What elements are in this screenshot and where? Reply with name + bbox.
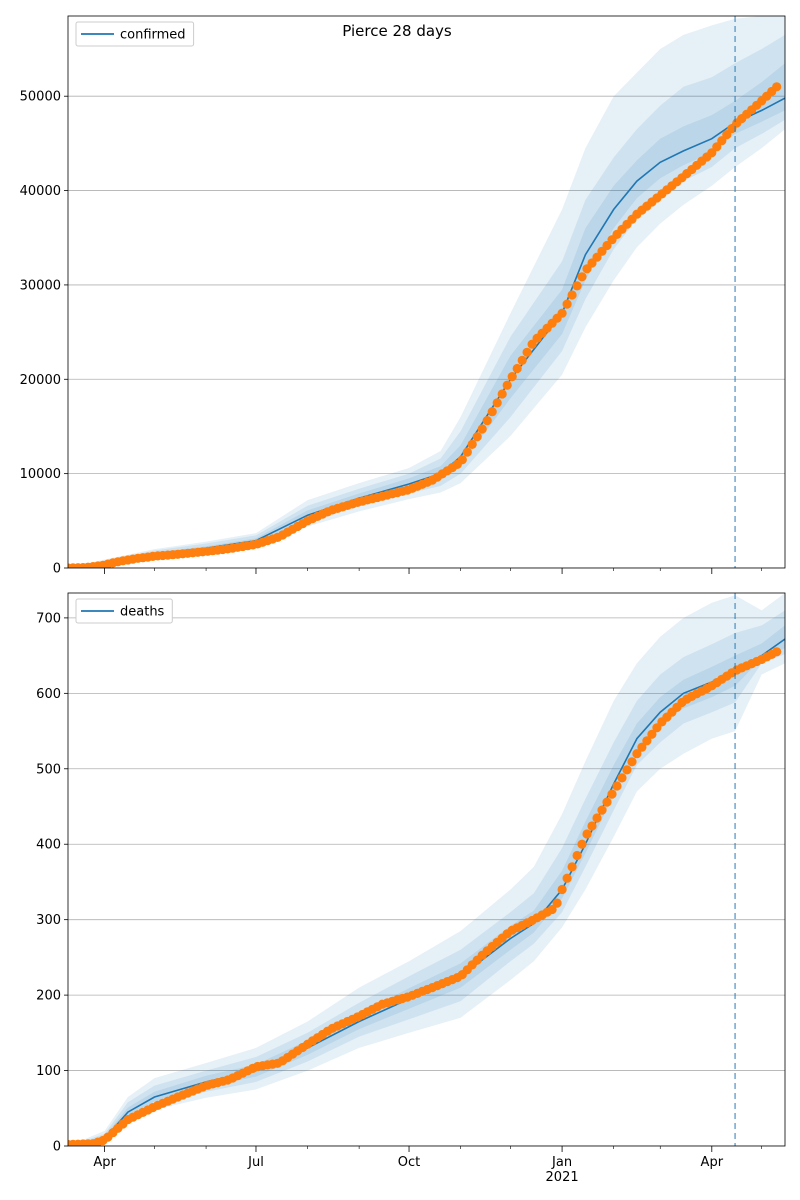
plot-frame <box>67 15 786 569</box>
y-tick-label: 400 <box>36 838 61 853</box>
observed-point <box>477 424 487 434</box>
uncertainty-band-3 <box>68 625 785 1146</box>
observed-point <box>502 380 512 390</box>
y-tick-label: 300 <box>36 913 61 928</box>
confirmed-plot-area <box>68 16 785 568</box>
x-tick-label: Apr <box>93 1155 116 1170</box>
observed-point <box>462 447 472 457</box>
observed-point <box>637 742 647 752</box>
observed-point <box>567 862 577 872</box>
observed-point <box>482 416 492 426</box>
y-tick-label: 0 <box>53 1140 61 1155</box>
confirmed-legend: confirmed <box>75 21 195 47</box>
observed-point <box>592 813 602 823</box>
observed-point <box>517 355 527 365</box>
observed-point <box>772 647 782 657</box>
legend-label-confirmed: confirmed <box>120 28 186 43</box>
observed-point <box>492 398 502 408</box>
x-tick-year-label: 2021 <box>546 1170 579 1185</box>
observed-point <box>772 82 782 92</box>
y-tick-label: 700 <box>36 611 61 626</box>
observed-point <box>522 347 532 357</box>
observed-point <box>607 789 617 799</box>
legend-label-deaths: deaths <box>120 605 165 620</box>
observed-point <box>567 290 577 300</box>
x-tick-label: Oct <box>398 1155 420 1170</box>
observed-point <box>612 781 622 791</box>
observed-point <box>577 839 587 849</box>
observed-point <box>622 765 632 775</box>
deaths-legend: deaths <box>75 598 173 624</box>
uncertainty-band-2 <box>68 610 785 1146</box>
observed-point <box>562 873 572 883</box>
observed-point <box>457 455 467 465</box>
y-tick-label: 20000 <box>20 373 61 388</box>
y-tick-label: 500 <box>36 762 61 777</box>
observed-point <box>512 363 522 374</box>
observed-point <box>557 884 567 895</box>
confirmed-y-axis: 0 10000 20000 30000 40000 50000 <box>20 90 68 577</box>
y-tick-label: 600 <box>36 687 61 702</box>
deaths-y-axis: 0 100 200 300 400 500 600 700 <box>36 611 68 1155</box>
observed-point <box>712 142 722 152</box>
observed-point <box>632 749 642 759</box>
y-tick-label: 30000 <box>20 278 61 293</box>
observed-point <box>552 898 562 908</box>
confirmed-x-axis <box>104 568 763 574</box>
y-tick-label: 0 <box>53 562 61 577</box>
y-tick-label: 100 <box>36 1064 61 1079</box>
observed-point <box>472 432 482 442</box>
observed-point <box>647 729 657 739</box>
observed-point <box>597 805 607 815</box>
observed-point <box>487 407 497 417</box>
observed-point <box>627 757 637 767</box>
figure-title: Pierce 28 days <box>342 22 452 40</box>
y-tick-label: 50000 <box>20 90 61 105</box>
observed-point <box>572 281 582 291</box>
observed-point <box>587 821 597 831</box>
observed-point <box>572 850 582 861</box>
x-tick-label: Jul <box>247 1155 264 1170</box>
observed-point <box>577 272 587 282</box>
observed-point <box>582 829 592 839</box>
y-tick-label: 10000 <box>20 467 61 482</box>
observed-point <box>557 308 567 318</box>
model-line <box>68 638 785 1146</box>
uncertainty-band-1 <box>68 16 785 568</box>
y-tick-label: 200 <box>36 989 61 1004</box>
observed-point <box>602 797 612 807</box>
x-tick-label: Apr <box>701 1155 724 1170</box>
observed-point <box>562 299 572 309</box>
observed-point <box>642 736 652 746</box>
y-tick-label: 40000 <box>20 184 61 199</box>
observed-point <box>497 389 507 399</box>
plot-frame <box>67 592 786 1147</box>
uncertainty-band-1 <box>68 593 785 1146</box>
observed-point <box>717 136 727 146</box>
confirmed-panel: 0 10000 20000 30000 40000 50000 confirmed <box>20 15 786 577</box>
deaths-plot-area <box>68 593 785 1146</box>
observed-point <box>547 904 557 915</box>
legend-frame <box>75 598 173 624</box>
observed-point <box>617 773 627 783</box>
observed-point <box>507 372 517 382</box>
observed-point <box>467 439 477 449</box>
legend-frame <box>75 21 195 47</box>
uncertainty-band-2 <box>68 34 785 568</box>
x-tick-label: Jan <box>551 1155 572 1170</box>
